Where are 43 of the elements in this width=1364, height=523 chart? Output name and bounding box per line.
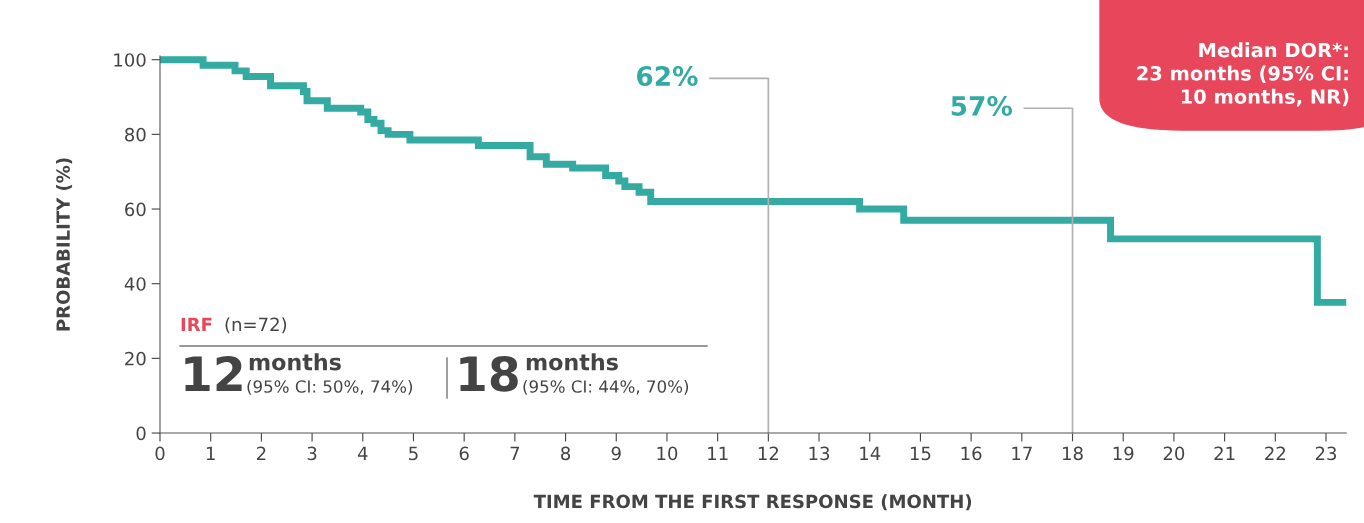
annotation: (n=72) bbox=[225, 317, 287, 334]
x-tick-label: 7 bbox=[510, 446, 520, 460]
x-tick-label: 12 bbox=[758, 446, 779, 460]
x-tick-label: 3 bbox=[307, 446, 317, 461]
x-tick-label: 14 bbox=[860, 446, 881, 460]
x-tick-label: 9 bbox=[611, 446, 621, 461]
x-axis-title: TIME FROM THE FIRST RESPONSE (MONTH) bbox=[533, 494, 972, 511]
annotation: months bbox=[249, 353, 341, 371]
x-tick-label: 0 bbox=[155, 446, 165, 461]
y-tick-label: 40 bbox=[124, 277, 146, 291]
x-tick-label: 18 bbox=[1063, 446, 1083, 461]
annotation: 18 bbox=[460, 355, 518, 392]
x-tick-label: 21 bbox=[1214, 446, 1235, 460]
y-tick-label: 80 bbox=[125, 127, 146, 142]
x-tick-label: 23 bbox=[1315, 446, 1337, 461]
x-tick-label: 6 bbox=[459, 446, 469, 461]
x-tick-label: 19 bbox=[1113, 446, 1134, 461]
annotation: 12 bbox=[185, 355, 242, 392]
y-tick-label: 60 bbox=[125, 202, 146, 217]
annotation: (95% CI: 50%, 74%) bbox=[247, 379, 413, 395]
x-tick-label: 13 bbox=[809, 446, 830, 461]
x-tick-label: 2 bbox=[256, 446, 266, 460]
x-tick-label: 4 bbox=[357, 446, 368, 460]
x-tick-label: 1 bbox=[206, 446, 215, 460]
x-tick-label: 8 bbox=[561, 446, 571, 461]
x-tick-label: 16 bbox=[961, 446, 982, 461]
annotation: Median DOR*: 23 months (95% CI: 10 months, NR) bbox=[1137, 42, 1349, 107]
x-tick-label: 17 bbox=[1012, 446, 1032, 460]
x-tick-label: 22 bbox=[1265, 446, 1285, 460]
y-tick-label: 20 bbox=[125, 351, 146, 366]
x-tick-label: 11 bbox=[708, 446, 728, 460]
y-tick-label: 0 bbox=[136, 426, 146, 441]
annotation: IRF bbox=[181, 317, 212, 331]
annotation: (95% CI: 44%, 70%) bbox=[523, 379, 689, 395]
x-tick-label: 10 bbox=[657, 446, 678, 461]
x-tick-label: 15 bbox=[910, 446, 931, 461]
annotation: 57% bbox=[951, 95, 1012, 116]
annotation: 62% bbox=[637, 66, 698, 87]
y-axis-title: PROBABILITY (%) bbox=[56, 158, 73, 331]
x-tick-label: 20 bbox=[1163, 446, 1185, 461]
x-tick-label: 5 bbox=[409, 446, 418, 461]
annotation: months bbox=[526, 353, 618, 371]
y-tick-label: 100 bbox=[114, 53, 146, 67]
